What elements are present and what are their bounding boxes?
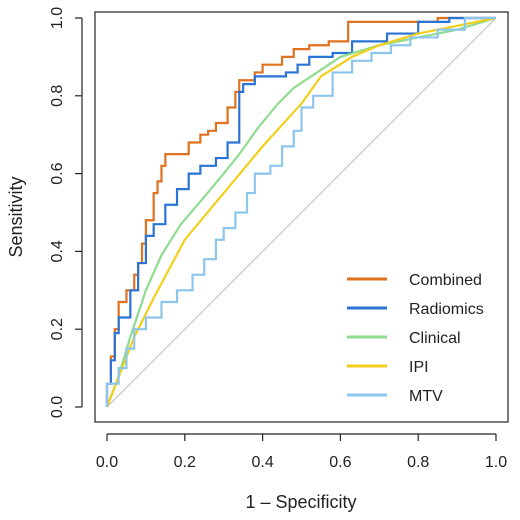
y-axis-title: Sensitivity — [6, 176, 26, 257]
y-tick-label: 0.6 — [49, 162, 66, 184]
series-layer — [105, 16, 497, 408]
x-axis-title: 1 – Specificity — [245, 492, 356, 512]
x-tick-label: 0.2 — [174, 454, 196, 471]
y-tick-label: 0.8 — [49, 85, 66, 107]
legend-label-mtv: MTV — [409, 388, 443, 405]
plot-frame — [94, 11, 509, 423]
series-line-ipi — [105, 16, 497, 408]
legend-label-clinical: Clinical — [409, 330, 461, 347]
x-axis: 0.0 0.2 0.4 0.6 0.8 1.0 — [96, 433, 507, 471]
x-tick-label: 0.8 — [407, 454, 429, 471]
legend: Combined Radiomics Clinical IPI MTV — [347, 272, 484, 405]
x-tick-label: 1.0 — [485, 454, 507, 471]
y-axis: 0.0 0.2 0.4 0.6 0.8 1.0 — [49, 7, 83, 418]
reference-diagonal — [106, 17, 497, 408]
y-tick-label: 0.2 — [49, 318, 66, 340]
x-tick-label: 0.0 — [96, 454, 118, 471]
x-tick-label: 0.4 — [251, 454, 273, 471]
y-tick-label: 0.0 — [49, 396, 66, 418]
y-tick-label: 0.4 — [49, 240, 66, 262]
legend-label-radiomics: Radiomics — [409, 301, 484, 318]
legend-label-combined: Combined — [409, 272, 482, 289]
legend-label-ipi: IPI — [409, 359, 429, 376]
series-line-mtv — [105, 16, 496, 407]
series-line-radiomics — [105, 16, 496, 407]
y-tick-label: 1.0 — [49, 7, 66, 29]
x-tick-label: 0.6 — [329, 454, 351, 471]
